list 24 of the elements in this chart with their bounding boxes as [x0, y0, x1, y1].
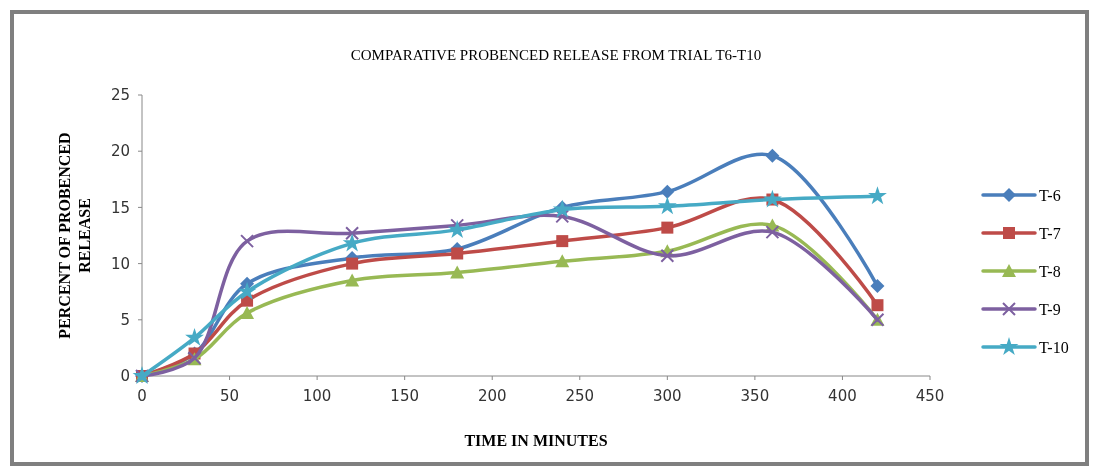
y-axis-title: PERCENT OF PROBENCED RELEASE — [56, 132, 93, 339]
legend-label: T-6 — [1039, 186, 1061, 204]
x-tick-label: 200 — [477, 387, 507, 405]
y-tick-label: 5 — [120, 311, 130, 330]
legend-label: T-10 — [1039, 338, 1069, 356]
y-tick-label: 10 — [110, 254, 130, 273]
x-tick-label: 100 — [302, 387, 332, 405]
y-tick-label: 25 — [110, 86, 130, 105]
x-tick-label: 450 — [915, 387, 945, 405]
chart-title: COMPARATIVE PROBENCED RELEASE FROM TRIAL T6-T10 — [350, 47, 762, 63]
legend-label: T-7 — [1039, 224, 1061, 242]
y-tick-label: 15 — [110, 198, 130, 217]
x-tick-label: 0 — [137, 387, 147, 405]
x-axis-title: TIME IN MINUTES — [464, 432, 608, 449]
x-tick-label: 350 — [740, 387, 770, 405]
x-tick-label: 50 — [220, 387, 240, 405]
x-tick-label: 400 — [828, 387, 857, 405]
legend-label: T-9 — [1039, 300, 1061, 318]
y-tick-label: 0 — [120, 367, 130, 386]
legend-label: T-8 — [1039, 262, 1061, 280]
x-tick-label: 300 — [653, 387, 682, 405]
y-tick-label: 20 — [110, 142, 130, 161]
x-tick-label: 150 — [390, 387, 419, 405]
x-tick-label: 250 — [565, 387, 595, 405]
